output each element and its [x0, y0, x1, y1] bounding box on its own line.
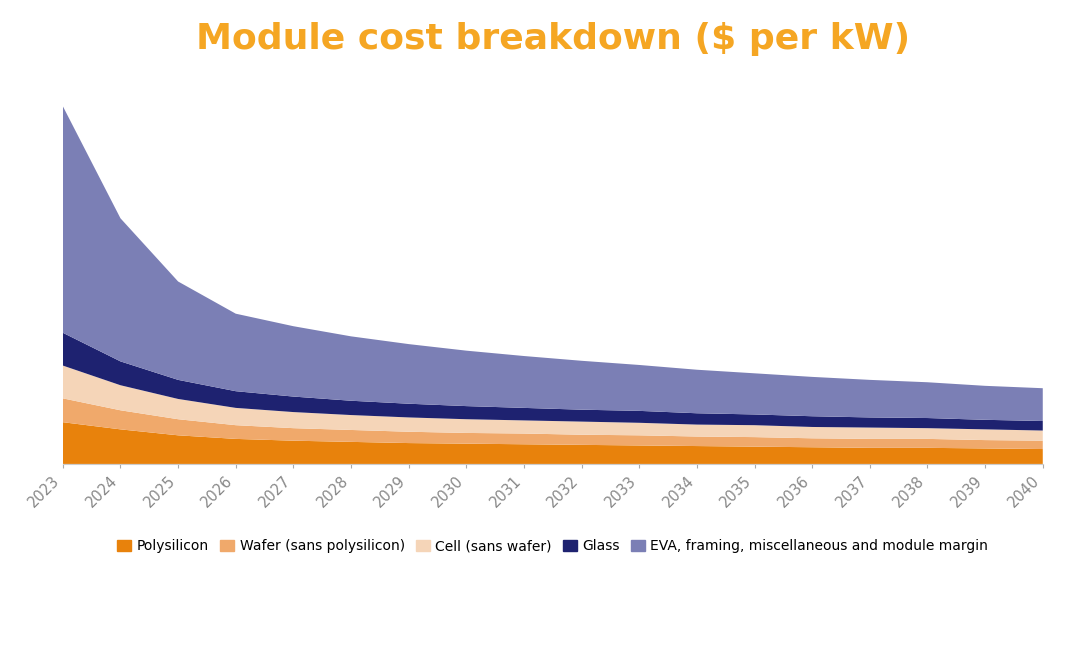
Title: Module cost breakdown ($ per kW): Module cost breakdown ($ per kW) — [196, 22, 910, 56]
Legend: Polysilicon, Wafer (sans polysilicon), Cell (sans wafer), Glass, EVA, framing, m: Polysilicon, Wafer (sans polysilicon), C… — [112, 534, 993, 559]
